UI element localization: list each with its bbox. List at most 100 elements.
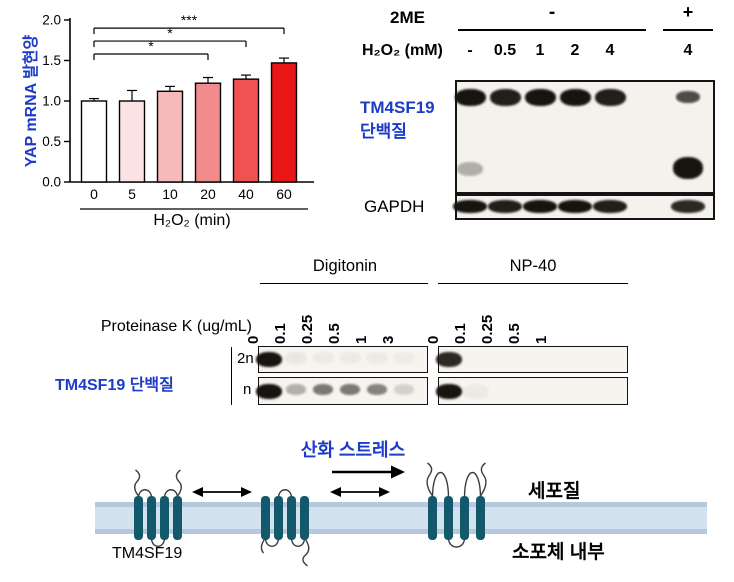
svg-text:0.0: 0.0 [42, 175, 61, 190]
oxidative-stress-label: 산화 스트레스 [300, 440, 406, 460]
proteinase-k-label: Proteinase K (ug/mL) [100, 318, 252, 335]
blot-band [558, 200, 592, 213]
np40-lane-label: 1 [533, 335, 550, 344]
blot-band [671, 200, 705, 213]
lane-label: 4 [683, 42, 693, 59]
blot-band [454, 89, 486, 106]
svg-text:10: 10 [162, 186, 178, 202]
svg-text:1.0: 1.0 [42, 94, 61, 109]
digitonin-group-rule [260, 283, 428, 284]
blot-band [256, 384, 282, 399]
plus-group-rule [663, 29, 713, 31]
svg-text:5: 5 [128, 186, 136, 202]
2me-plus-label: + [682, 2, 694, 22]
tm4sf19-label-line2: 단백질 [360, 122, 407, 141]
transmembrane-helices [134, 496, 485, 540]
digitonin-lane-label: 3 [380, 335, 397, 344]
blot-band [523, 200, 557, 213]
svg-text:*: * [148, 38, 154, 54]
svg-text:40: 40 [238, 186, 254, 202]
lane-label: 2 [570, 42, 580, 59]
digitonin-lane-label: 1 [353, 335, 370, 344]
blot-band [286, 384, 306, 395]
svg-text:20: 20 [200, 186, 216, 202]
blot-band [393, 352, 415, 364]
np40-lane-label: 0.1 [452, 323, 469, 344]
svg-text:*: * [167, 25, 173, 41]
blot-band [366, 352, 388, 364]
tm4sf19-blot-image [454, 80, 715, 194]
blot-band [339, 352, 361, 364]
digitonin-group-label: Digitonin [312, 257, 378, 275]
digitonin-lane-label: 0.1 [272, 323, 289, 344]
cytoplasm-label: 세포질 [528, 481, 581, 502]
blot-band [313, 384, 333, 395]
yap-bar-chart: 0.00.51.01.52.00 5 10 20 40 60***** [42, 12, 314, 210]
np40-lane-label: 0.25 [479, 314, 496, 344]
2me-minus-label: - [548, 2, 556, 23]
blot-band [489, 89, 521, 106]
er-lumen-label: 소포체 내부 [512, 542, 605, 563]
oxidative-stress-arrow [332, 465, 405, 479]
digitonin-2n-strip [256, 346, 428, 373]
2me-treatment-label: 2ME [390, 8, 425, 27]
chart-x-axis-label: H₂O₂ (min) [153, 212, 231, 229]
blot-band [256, 352, 282, 367]
blot-band [463, 384, 489, 399]
er-membrane [95, 502, 707, 534]
protein-loops [134, 462, 487, 567]
blot-band [453, 200, 487, 213]
blot-band [593, 200, 627, 213]
tm4sf19-protein-label: TM4SF19 단백질 [360, 96, 435, 144]
blot-band [457, 162, 483, 176]
svg-text:60: 60 [276, 186, 292, 202]
blot-band [312, 352, 334, 364]
blot-band [524, 89, 556, 106]
svg-text:2.0: 2.0 [42, 13, 61, 28]
svg-text:0: 0 [90, 186, 98, 202]
digitonin-lane-label: 0.5 [326, 323, 343, 344]
gapdh-blot-image [453, 194, 715, 220]
minus-group-rule [458, 29, 646, 31]
np40-2n-strip [436, 346, 628, 373]
digitonin-lane-label: 0 [245, 335, 262, 344]
double-arrow-right [330, 487, 390, 497]
np40-n-strip [436, 377, 628, 405]
lane-label: 1 [535, 42, 545, 59]
row-bracket-line [231, 347, 232, 405]
h2o2-dose-label: H₂O₂ (mM) [362, 42, 443, 59]
row-label-n: n [243, 381, 252, 398]
protein-state-3-helices [428, 496, 485, 540]
tm4sf19-label-line1: TM4SF19 [360, 98, 435, 117]
np40-group-label: NP-40 [509, 257, 557, 275]
protein-state-2-helices [261, 496, 309, 540]
np40-group-rule [438, 283, 628, 284]
digitonin-lane-label: 0.25 [299, 314, 316, 344]
blot-band [436, 352, 462, 367]
blot-band [436, 384, 462, 399]
membrane-diagram [95, 462, 707, 567]
blot-band [488, 200, 522, 213]
blot-band [394, 384, 414, 395]
protein-state-1-helices [134, 496, 182, 540]
np40-lane-label: 0 [425, 335, 442, 344]
row-label-2n: 2n [237, 350, 254, 367]
double-arrow-left [192, 487, 252, 497]
tm4sf19-protein-label-panel-c: TM4SF19 단백질 [55, 377, 174, 394]
svg-text:0.5: 0.5 [42, 134, 61, 149]
np40-lane-label: 0.5 [506, 323, 523, 344]
blot-band [673, 157, 703, 179]
svg-text:***: *** [181, 12, 198, 28]
blot-band [285, 352, 307, 364]
blot-band [594, 89, 626, 106]
blot-band [367, 384, 387, 395]
transition-arrows [192, 465, 405, 497]
gapdh-label: GAPDH [364, 197, 425, 216]
lane-label: - [467, 42, 473, 59]
digitonin-n-strip [256, 377, 428, 405]
lane-label: 4 [605, 42, 615, 59]
blot-band [340, 384, 360, 395]
svg-text:1.5: 1.5 [42, 53, 61, 68]
blot-band [676, 91, 700, 103]
